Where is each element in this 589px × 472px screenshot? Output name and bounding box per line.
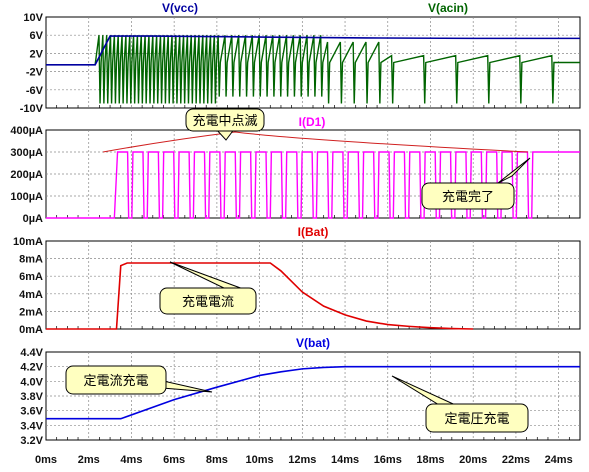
series-bat-current-line [46, 262, 474, 330]
x-tick-label: 12ms [288, 454, 316, 466]
cc-callout-text: 定電流充電 [83, 373, 148, 389]
panel3-title-bat-current: I(Bat) [298, 225, 329, 239]
current-callout-box [159, 287, 257, 315]
x-tick-label: 10ms [246, 454, 274, 466]
x-tick-label: 22ms [502, 454, 530, 466]
cc-callout-box [65, 365, 167, 395]
x-tick-label: 0ms [35, 454, 57, 466]
panel-3-ytick-label: 2mA [19, 306, 43, 318]
panel2-title-d1: I(D1) [299, 115, 326, 129]
x-tick-label: 20ms [459, 454, 487, 466]
panel-4-ytick-label: 4.2V [20, 362, 43, 374]
panel-2-ytick-label: 0µA [23, 213, 43, 225]
panel-4-ytick-label: 3.6V [20, 406, 43, 418]
panel-1-ytick-label: 2V [30, 48, 44, 60]
panel-1-ytick-label: -6V [26, 85, 44, 97]
panel-3-ytick-label: 6mA [19, 271, 43, 283]
panel1-title-acin: V(acin) [428, 1, 468, 15]
series-vcc-line [46, 35, 580, 66]
cv-callout-text: 定電圧充電 [444, 411, 509, 427]
panel-3-ytick-label: 8mA [19, 254, 43, 266]
panel-2-ytick-label: 100µA [10, 191, 43, 203]
blink-callout-box [185, 108, 265, 132]
complete-callout-pointer [497, 157, 531, 184]
panel-2-ytick-label: 200µA [10, 169, 43, 181]
complete-callout-box [421, 182, 515, 210]
series-d1-line [46, 151, 580, 219]
complete-callout-text: 充電完了 [442, 189, 494, 205]
x-tick-label: 24ms [545, 454, 573, 466]
x-tick-label: 18ms [416, 454, 444, 466]
cv-callout-box [425, 403, 529, 433]
x-tick-label: 8ms [206, 454, 228, 466]
panel-3-frame [45, 240, 581, 330]
series-acin-line [46, 35, 580, 104]
x-tick-label: 2ms [78, 454, 100, 466]
panel-3 [45, 240, 581, 330]
current-callout-text: 充電電流 [182, 294, 234, 310]
panel-1-ytick-label: 10V [23, 12, 43, 24]
panel-4-ytick-label: 4.0V [20, 376, 43, 388]
panel-3-ytick-label: 4mA [19, 289, 43, 301]
panel-1-ytick-label: -10V [20, 103, 44, 115]
panel-3-ytick-label: 0mA [19, 324, 43, 336]
blink-brace [102, 131, 529, 153]
panel-2-ytick-label: 400µA [10, 125, 43, 137]
panel4-title-bat-voltage: V(bat) [296, 336, 330, 350]
panel-4-ytick-label: 3.4V [20, 420, 43, 432]
x-tick-label: 14ms [331, 454, 359, 466]
panel1-title-vcc: V(vcc) [162, 1, 198, 15]
panel-1-ytick-label: 6V [30, 30, 44, 42]
series-bat-voltage-line [46, 365, 580, 420]
x-tick-label: 4ms [120, 454, 142, 466]
blink-callout-text: 充電中点滅 [192, 113, 257, 129]
panel-3-ytick-label: 10mA [13, 236, 43, 248]
panel-4-ytick-label: 3.8V [20, 391, 43, 403]
panel-4-ytick-label: 4.4V [20, 347, 43, 359]
panel-1-ytick-label: -2V [26, 67, 44, 79]
x-tick-label: 16ms [374, 454, 402, 466]
x-tick-label: 6ms [163, 454, 185, 466]
panel-2-ytick-label: 300µA [10, 147, 43, 159]
panel-4-ytick-label: 3.2V [20, 435, 43, 447]
